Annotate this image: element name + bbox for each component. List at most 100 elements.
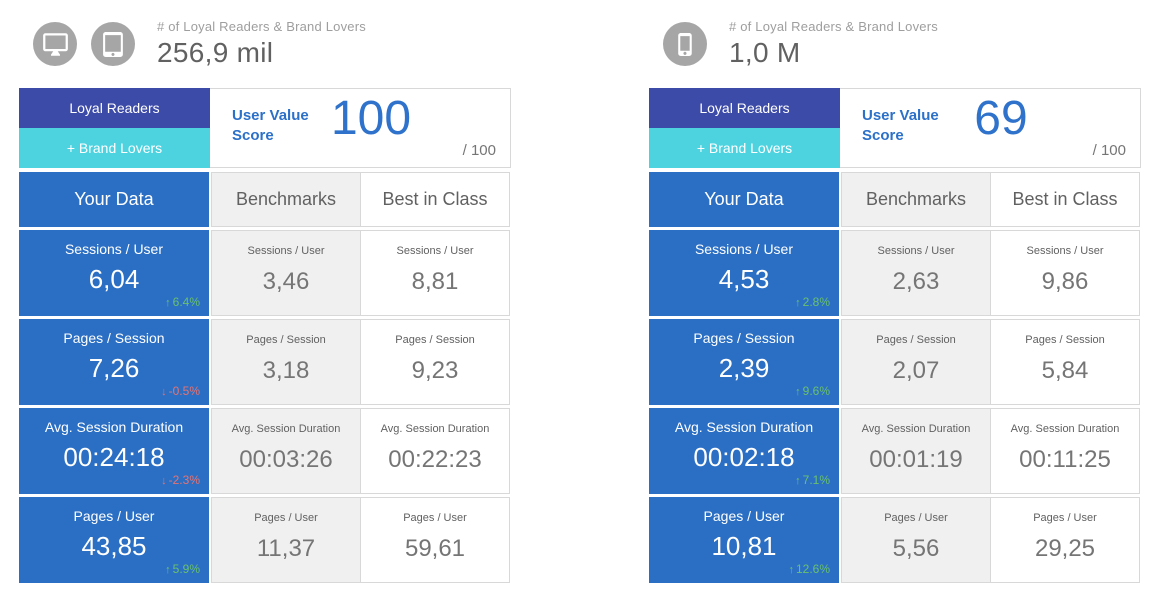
metric-value: 3,18 — [262, 357, 310, 384]
table-row: Sessions / User 6,04 6.4% Sessions / Use… — [19, 230, 511, 316]
table-header-row: Your Data Benchmarks Best in Class — [649, 172, 1141, 227]
column-header-best-in-class: Best in Class — [990, 172, 1140, 227]
score-label: User Value Score — [862, 107, 939, 144]
tablet-icon — [91, 22, 135, 66]
desktop-icon — [33, 22, 77, 66]
trend-arrow-icon — [795, 475, 801, 487]
trend-percent: 12.6% — [795, 562, 830, 576]
trend-arrow-icon — [788, 564, 794, 576]
metric-value: 256,9 mil — [157, 37, 274, 68]
table-header-row: Your Data Benchmarks Best in Class — [19, 172, 511, 227]
metric-value: 1,0 M — [729, 37, 801, 68]
column-header-your-data: Your Data — [649, 172, 839, 227]
metric-value: 29,25 — [1034, 535, 1096, 562]
column-header-your-data: Your Data — [19, 172, 209, 227]
metric-name: Pages / Session — [246, 334, 326, 346]
table-row: Pages / User 10,81 12.6% Pages / User 5,… — [649, 497, 1141, 583]
metric-value: 00:11:25 — [1019, 446, 1111, 473]
metric-value: 5,84 — [1041, 357, 1089, 384]
score-denominator: / 100 — [462, 142, 496, 159]
benchmark-table: Your Data Benchmarks Best in Class Sessi… — [649, 172, 1141, 583]
metric-value: 00:02:18 — [693, 442, 795, 472]
metric-value: 43,85 — [81, 531, 147, 561]
metric-name: Sessions / User — [877, 245, 955, 257]
table-row: Avg. Session Duration 00:24:18 -2.3% Avg… — [19, 408, 511, 494]
metric-name: Avg. Session Duration — [380, 423, 490, 435]
metric-name: Avg. Session Duration — [674, 419, 814, 435]
benchmark-cell: Sessions / User 3,46 — [211, 230, 361, 316]
benchmark-table: Your Data Benchmarks Best in Class Sessi… — [19, 172, 511, 583]
table-row: Pages / Session 2,39 9.6% Pages / Sessio… — [649, 319, 1141, 405]
score-value: 100 — [330, 92, 412, 145]
metric-name: Pages / User — [403, 512, 467, 524]
best-in-class-cell: Avg. Session Duration 00:22:23 — [360, 408, 510, 494]
metric-value: 11,37 — [256, 535, 316, 562]
benchmark-cell: Avg. Session Duration 00:03:26 — [211, 408, 361, 494]
your-data-cell: Pages / Session 7,26 -0.5% — [19, 319, 209, 405]
best-in-class-cell: Pages / Session 9,23 — [360, 319, 510, 405]
metric-value: 2,39 — [718, 353, 770, 383]
segment-loyal-readers: Loyal Readers — [19, 88, 210, 128]
score-denominator: / 100 — [1092, 142, 1126, 159]
benchmark-cell: Pages / Session 3,18 — [211, 319, 361, 405]
metric-name: Pages / Session — [876, 334, 956, 346]
metric-name: Avg. Session Duration — [861, 423, 971, 435]
user-value-score-card: Loyal Readers + Brand Lovers User Value … — [19, 88, 511, 168]
metric-name: Pages / User — [703, 508, 785, 524]
readers-metric: # of Loyal Readers & Brand Lovers 1,0 M — [729, 19, 938, 69]
table-row: Pages / Session 7,26 -0.5% Pages / Sessi… — [19, 319, 511, 405]
metric-value: 2,07 — [892, 357, 940, 384]
trend-indicator: 12.6% — [788, 562, 830, 576]
trend-arrow-icon — [795, 386, 801, 398]
metric-value: 3,46 — [262, 268, 310, 295]
metric-value: 9,86 — [1041, 268, 1089, 295]
benchmark-cell: Avg. Session Duration 00:01:19 — [841, 408, 991, 494]
your-data-cell: Avg. Session Duration 00:24:18 -2.3% — [19, 408, 209, 494]
benchmark-cell: Pages / Session 2,07 — [841, 319, 991, 405]
metric-name: Pages / Session — [63, 330, 165, 346]
trend-arrow-icon — [795, 297, 801, 309]
metric-value: 9,23 — [411, 357, 459, 384]
best-in-class-cell: Pages / Session 5,84 — [990, 319, 1140, 405]
segment-loyal-readers: Loyal Readers — [649, 88, 840, 128]
best-in-class-cell: Pages / User 29,25 — [990, 497, 1140, 583]
trend-percent: -0.5% — [168, 384, 200, 398]
metric-name: Pages / Session — [395, 334, 475, 346]
metric-value: 4,53 — [718, 264, 770, 294]
benchmark-cell: Sessions / User 2,63 — [841, 230, 991, 316]
metric-value: 00:03:26 — [239, 446, 333, 473]
metric-name: Pages / User — [884, 512, 948, 524]
trend-arrow-icon — [161, 386, 167, 398]
panel-header: # of Loyal Readers & Brand Lovers 1,0 M — [649, 10, 1141, 78]
metric-name: Pages / Session — [1025, 334, 1105, 346]
metric-name: Sessions / User — [396, 245, 474, 257]
column-header-benchmarks: Benchmarks — [211, 172, 361, 227]
audience-segments: Loyal Readers + Brand Lovers — [19, 88, 210, 168]
best-in-class-cell: Pages / User 59,61 — [360, 497, 510, 583]
phone-icon — [663, 22, 707, 66]
metric-value: 8,81 — [411, 268, 459, 295]
metric-label: # of Loyal Readers & Brand Lovers — [157, 19, 366, 34]
your-data-cell: Avg. Session Duration 00:02:18 7.1% — [649, 408, 839, 494]
trend-percent: 6.4% — [172, 295, 200, 309]
your-data-cell: Sessions / User 4,53 2.8% — [649, 230, 839, 316]
panel-mobile: # of Loyal Readers & Brand Lovers 1,0 M … — [649, 10, 1141, 586]
table-row: Avg. Session Duration 00:02:18 7.1% Avg.… — [649, 408, 1141, 494]
panel-header: # of Loyal Readers & Brand Lovers 256,9 … — [19, 10, 511, 78]
metric-name: Avg. Session Duration — [44, 419, 184, 435]
segment-brand-lovers: + Brand Lovers — [649, 128, 840, 168]
trend-percent: 7.1% — [802, 473, 830, 487]
segment-brand-lovers: + Brand Lovers — [19, 128, 210, 168]
metric-label: # of Loyal Readers & Brand Lovers — [729, 19, 938, 34]
metric-value: 00:24:18 — [63, 442, 165, 472]
metric-name: Sessions / User — [247, 245, 325, 257]
trend-arrow-icon — [161, 475, 167, 487]
trend-indicator: 7.1% — [795, 473, 830, 487]
best-in-class-cell: Sessions / User 8,81 — [360, 230, 510, 316]
metric-value: 10,81 — [711, 531, 777, 561]
trend-indicator: -0.5% — [161, 384, 200, 398]
trend-percent: 2.8% — [802, 295, 830, 309]
your-data-cell: Sessions / User 6,04 6.4% — [19, 230, 209, 316]
panel-desktop-tablet: # of Loyal Readers & Brand Lovers 256,9 … — [19, 10, 511, 586]
metric-value: 2,63 — [892, 268, 940, 295]
